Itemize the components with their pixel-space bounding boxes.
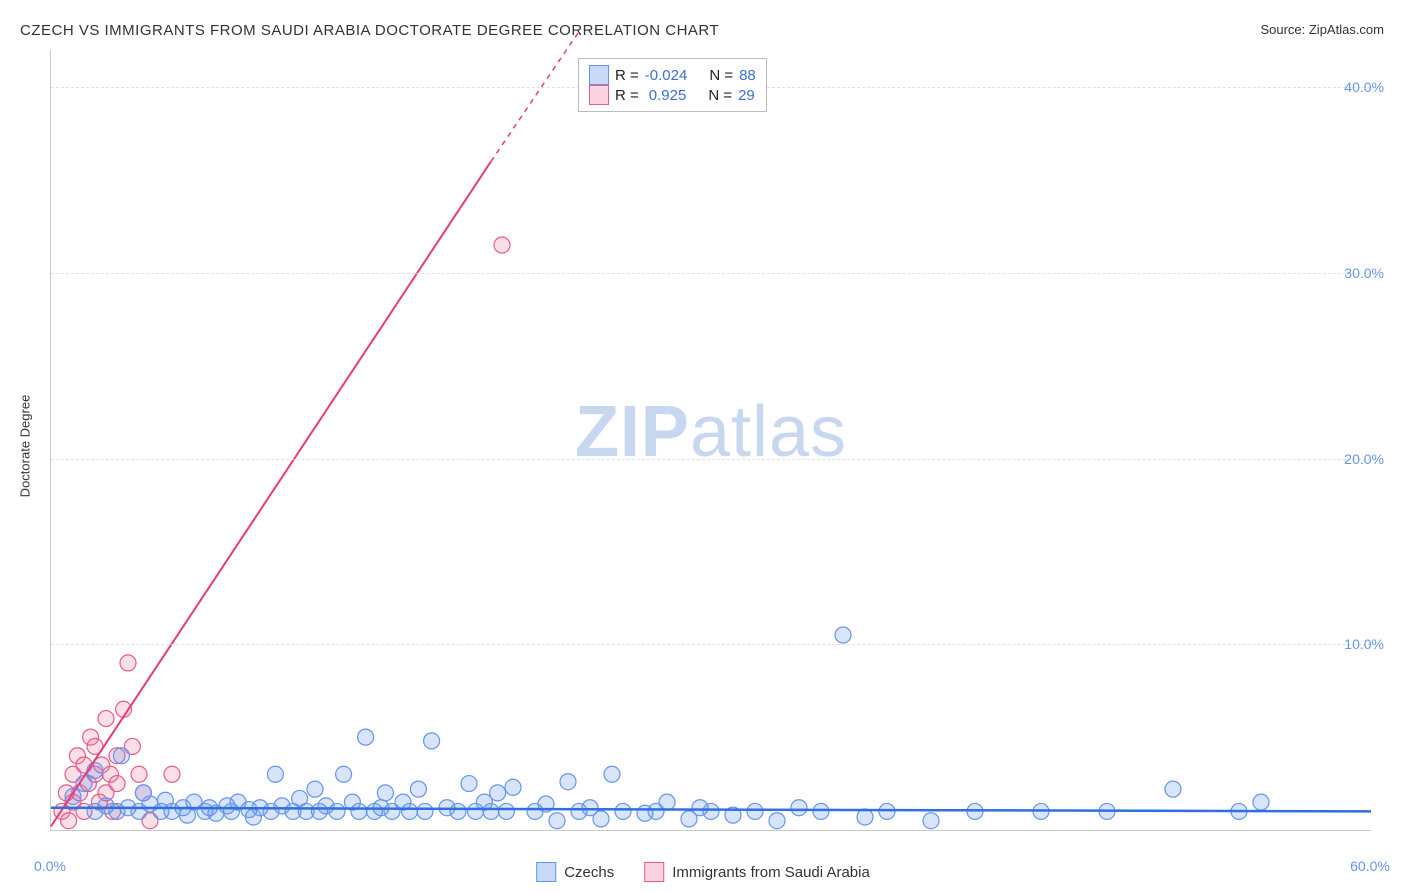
chart-title: CZECH VS IMMIGRANTS FROM SAUDI ARABIA DO… xyxy=(20,22,719,39)
scatter-point xyxy=(879,803,895,819)
scatter-point xyxy=(87,763,103,779)
stats-r-label: R = xyxy=(615,87,639,104)
trend-line xyxy=(51,161,491,826)
scatter-point xyxy=(498,803,514,819)
scatter-point xyxy=(923,813,939,829)
scatter-point xyxy=(1253,794,1269,810)
scatter-point xyxy=(857,809,873,825)
scatter-point xyxy=(450,803,466,819)
scatter-point xyxy=(835,627,851,643)
y-tick-label: 30.0% xyxy=(1344,265,1384,281)
scatter-point xyxy=(351,803,367,819)
stats-n-value-pink: 29 xyxy=(738,87,755,104)
stats-n-value-blue: 88 xyxy=(739,67,756,84)
scatter-point xyxy=(769,813,785,829)
scatter-point xyxy=(61,813,77,829)
scatter-point xyxy=(109,776,125,792)
scatter-point xyxy=(424,733,440,749)
stats-box: R = -0.024 N = 88 R = 0.925 N = 29 xyxy=(578,58,767,112)
stats-r-label: R = xyxy=(615,67,639,84)
scatter-point xyxy=(604,766,620,782)
stats-n-label: N = xyxy=(708,87,732,104)
scatter-point xyxy=(560,774,576,790)
legend-item-blue: Czechs xyxy=(536,862,614,882)
legend-item-pink: Immigrants from Saudi Arabia xyxy=(644,862,870,882)
chart-plot-area: ZIPatlas xyxy=(50,50,1371,831)
source-name: ZipAtlas.com xyxy=(1309,22,1384,37)
y-tick-label: 20.0% xyxy=(1344,451,1384,467)
scatter-point xyxy=(98,711,114,727)
y-axis-label: Doctorate Degree xyxy=(18,395,33,498)
scatter-point xyxy=(659,794,675,810)
scatter-point xyxy=(336,766,352,782)
scatter-point xyxy=(131,766,147,782)
legend-label-blue: Czechs xyxy=(564,864,614,881)
stats-swatch-pink xyxy=(589,85,609,105)
x-tick-label: 60.0% xyxy=(1350,858,1390,874)
x-tick-label: 0.0% xyxy=(34,858,66,874)
stats-r-value-pink: 0.925 xyxy=(645,87,687,104)
scatter-point xyxy=(402,803,418,819)
legend-swatch-blue xyxy=(536,862,556,882)
scatter-point xyxy=(1165,781,1181,797)
chart-svg xyxy=(51,50,1371,830)
scatter-point xyxy=(120,655,136,671)
legend-label-pink: Immigrants from Saudi Arabia xyxy=(672,864,870,881)
stats-n-label: N = xyxy=(709,67,733,84)
scatter-point xyxy=(377,785,393,801)
legend-swatch-pink xyxy=(644,862,664,882)
scatter-point xyxy=(358,729,374,745)
scatter-point xyxy=(703,803,719,819)
scatter-point xyxy=(505,779,521,795)
scatter-point xyxy=(417,803,433,819)
scatter-point xyxy=(483,803,499,819)
stats-row-pink: R = 0.925 N = 29 xyxy=(589,85,756,105)
stats-swatch-blue xyxy=(589,65,609,85)
scatter-point xyxy=(593,811,609,827)
source-label: Source: xyxy=(1260,22,1308,37)
source-attribution: Source: ZipAtlas.com xyxy=(1260,22,1384,37)
scatter-point xyxy=(791,800,807,816)
scatter-point xyxy=(307,781,323,797)
scatter-point xyxy=(113,748,129,764)
scatter-point xyxy=(813,803,829,819)
scatter-point xyxy=(747,803,763,819)
scatter-point xyxy=(329,803,345,819)
scatter-point xyxy=(549,813,565,829)
legend: Czechs Immigrants from Saudi Arabia xyxy=(536,862,870,882)
scatter-point xyxy=(494,237,510,253)
scatter-point xyxy=(615,803,631,819)
stats-r-value-blue: -0.024 xyxy=(645,67,688,84)
stats-row-blue: R = -0.024 N = 88 xyxy=(589,65,756,85)
scatter-point xyxy=(461,776,477,792)
scatter-point xyxy=(267,766,283,782)
trend-line xyxy=(491,31,579,161)
scatter-point xyxy=(164,766,180,782)
scatter-point xyxy=(410,781,426,797)
y-tick-label: 40.0% xyxy=(1344,79,1384,95)
y-tick-label: 10.0% xyxy=(1344,636,1384,652)
scatter-point xyxy=(490,785,506,801)
